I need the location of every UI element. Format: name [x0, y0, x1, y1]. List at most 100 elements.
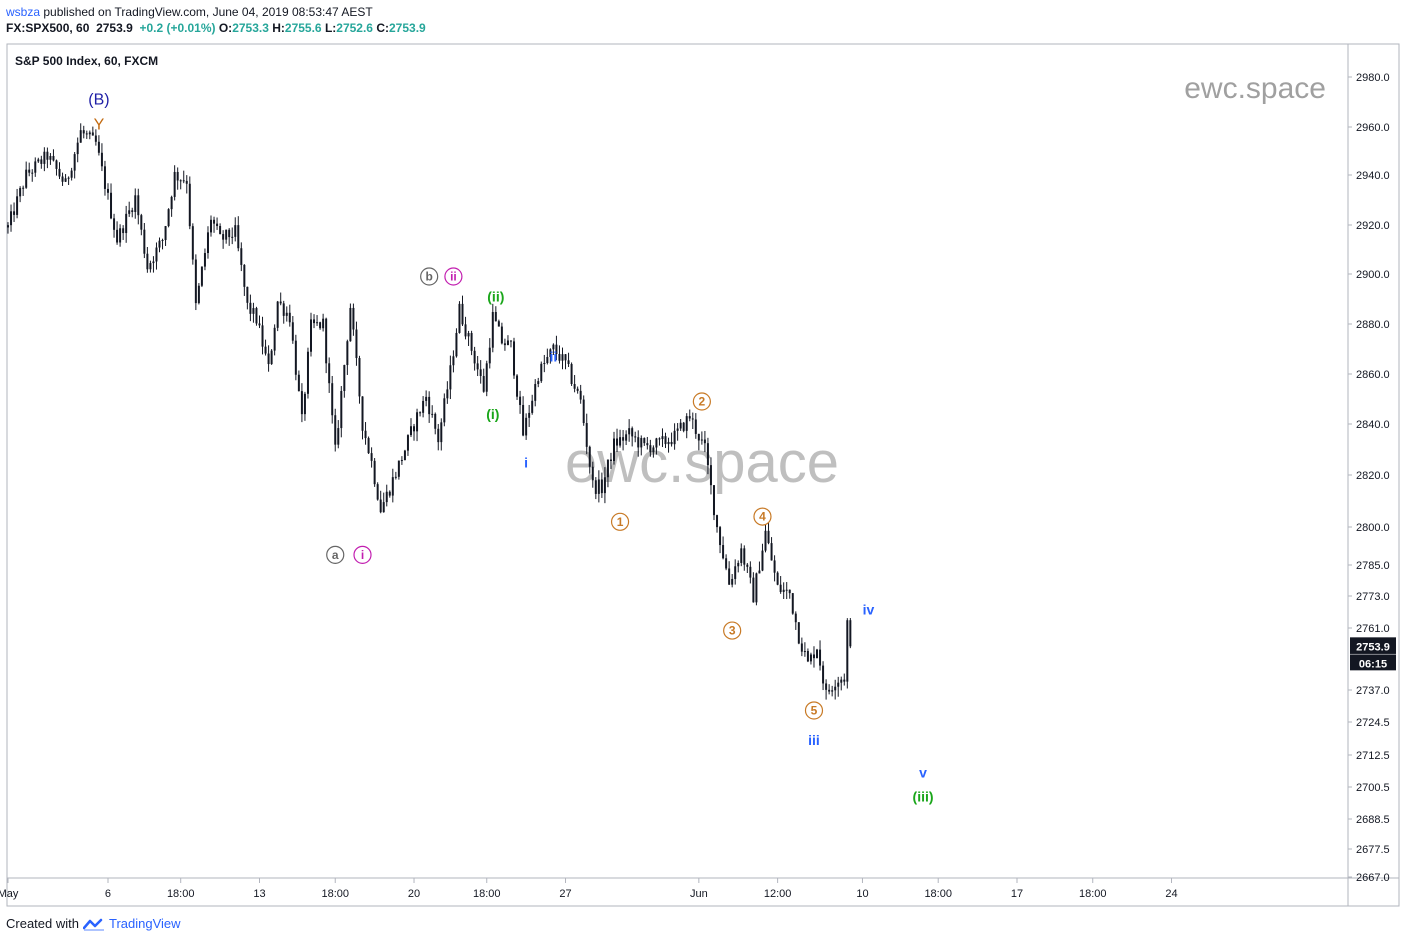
candle-body [297, 374, 300, 392]
candle-body [628, 428, 631, 435]
price-tick-label: 2700.5 [1356, 782, 1390, 794]
candle-body [803, 651, 806, 653]
candle-body [340, 390, 343, 429]
candle-body [403, 450, 406, 461]
time-tick-label: 18:00 [473, 888, 501, 900]
candle-body [31, 172, 34, 174]
candle-body [134, 195, 137, 212]
candle-body [749, 566, 752, 578]
candle-body [355, 329, 358, 359]
candle-body [494, 312, 497, 322]
price-badge-countdown: 06:15 [1359, 658, 1387, 670]
author-link[interactable]: wsbza [6, 5, 41, 19]
candle-body [770, 543, 773, 561]
candle-body [425, 396, 428, 401]
candle-body [106, 188, 109, 193]
candle-body [416, 412, 419, 432]
candle-body [649, 445, 652, 453]
candle-body [516, 375, 519, 397]
price-tick-label: 2667.0 [1356, 872, 1390, 884]
candle-body [797, 622, 800, 644]
candle-body [37, 159, 40, 162]
candle-body [567, 360, 570, 365]
candle-body [485, 363, 488, 392]
candle-body [455, 332, 458, 357]
candle-body [534, 384, 537, 401]
candle-body [767, 530, 770, 544]
wave-label-ring [326, 545, 345, 564]
candle-body [49, 156, 52, 160]
publish-info: wsbza published on TradingView.com, June… [6, 5, 373, 19]
candle-body [725, 558, 728, 569]
candle-body [582, 399, 585, 424]
candle-body [58, 168, 61, 177]
wave-label-text: 5 [811, 703, 818, 717]
time-tick-label: 27 [559, 888, 571, 900]
wave-label-ring [610, 512, 630, 531]
candle-body [764, 530, 767, 551]
candle-body [631, 428, 634, 437]
candle-body [194, 259, 197, 304]
candle-body [697, 433, 700, 441]
price-tick-label: 2980.0 [1356, 72, 1390, 84]
candle-body [691, 418, 694, 420]
candle-body [243, 264, 246, 287]
candle-body [146, 253, 149, 270]
candle-body [158, 240, 161, 248]
candle-body [85, 133, 88, 135]
candle-body [579, 390, 582, 400]
candle-body [19, 188, 22, 197]
candle-body [622, 437, 625, 441]
candle-body [188, 183, 191, 227]
candle-body [734, 566, 737, 579]
candle-body [88, 132, 91, 135]
candle-body [128, 210, 131, 214]
candle-body [773, 560, 776, 573]
candle-body [606, 459, 609, 478]
candle-body [706, 443, 709, 466]
candle-body [643, 438, 646, 444]
candle-body [625, 434, 628, 441]
candle-body [525, 417, 528, 436]
tradingview-brand-link[interactable]: TradingView [108, 916, 181, 931]
candle-body [210, 219, 213, 233]
candle-body [816, 649, 819, 659]
price-tick-label: 2820.0 [1356, 470, 1390, 482]
candle-body [137, 195, 140, 216]
candle-body [549, 349, 552, 358]
candle-body [728, 568, 731, 585]
candle-body [191, 226, 194, 260]
candle-body [373, 460, 376, 485]
candle-body [500, 326, 503, 344]
candle-body [155, 247, 158, 262]
symbol-label[interactable]: FX:SPX500, 60 [6, 21, 90, 35]
candle-body [119, 228, 122, 243]
candle-body [755, 573, 758, 603]
candle-body [540, 363, 543, 382]
candle-body [334, 415, 337, 445]
wave-label-circled: a [326, 545, 345, 564]
candle-body [555, 344, 558, 355]
candle-body [203, 253, 206, 267]
time-tick-label: 12:00 [764, 888, 792, 900]
price-axis[interactable]: 2980.0 2960.0 2940.0 2920.0 2900.0 2880.0 2860… [1348, 72, 1390, 884]
candle-body [306, 351, 309, 394]
candle-body [573, 384, 576, 389]
candle-body [316, 322, 319, 324]
candle-body [376, 484, 379, 500]
candle-body [246, 286, 249, 303]
candle-body [543, 362, 546, 364]
candle-body [600, 479, 603, 494]
candle-body [94, 135, 97, 142]
wave-label-ring [804, 701, 824, 720]
wave-label: (ii) [487, 289, 504, 305]
candle-body [640, 438, 643, 448]
wave-label-text: 4 [759, 510, 766, 524]
candle-body [809, 654, 812, 662]
time-axis[interactable]: May 6 18:00 13 18:00 20 18:00 27 Jun 12:00 10 18:00… [0, 878, 1178, 900]
candle-body [222, 234, 225, 240]
tradingview-logo-icon [82, 918, 104, 931]
candle-body [170, 196, 173, 210]
candle-body [152, 261, 155, 264]
